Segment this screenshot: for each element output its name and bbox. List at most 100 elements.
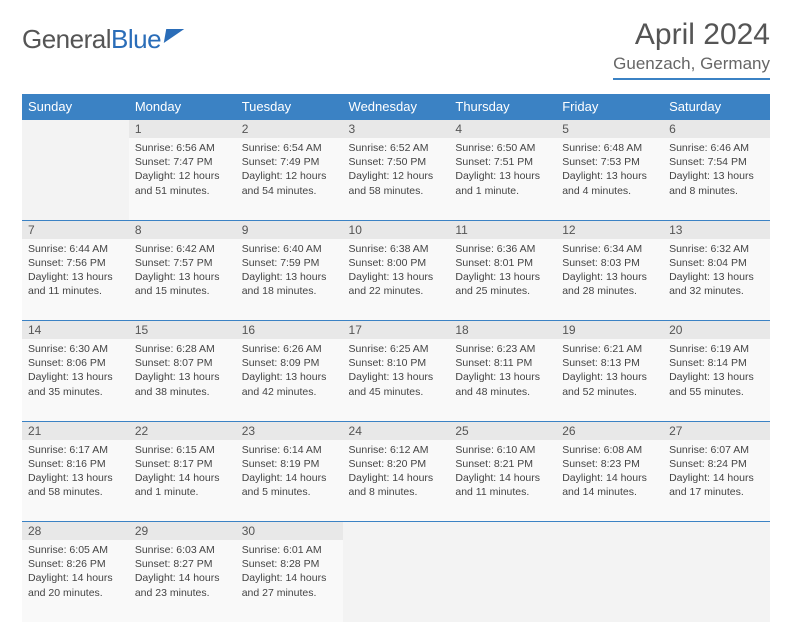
day-details: Sunrise: 6:01 AMSunset: 8:28 PMDaylight:…	[236, 540, 343, 622]
day-detail-line: and 58 minutes.	[28, 485, 123, 499]
daynum-row: 78910111213	[22, 220, 770, 239]
day-detail-line: and 42 minutes.	[242, 385, 337, 399]
day-detail-line: Sunset: 8:16 PM	[28, 457, 123, 471]
day-detail-line: and 14 minutes.	[562, 485, 657, 499]
day-detail-line: Sunset: 8:23 PM	[562, 457, 657, 471]
day-details: Sunrise: 6:19 AMSunset: 8:14 PMDaylight:…	[663, 339, 770, 421]
day-detail-line: and 23 minutes.	[135, 586, 230, 600]
day-number-cell	[343, 522, 450, 541]
day-details: Sunrise: 6:05 AMSunset: 8:26 PMDaylight:…	[22, 540, 129, 622]
day-body-cell	[556, 540, 663, 622]
day-details: Sunrise: 6:10 AMSunset: 8:21 PMDaylight:…	[449, 440, 556, 522]
day-detail-line: Sunrise: 6:17 AM	[28, 443, 123, 457]
day-body-cell	[343, 540, 450, 622]
day-detail-line: Daylight: 13 hours	[135, 270, 230, 284]
day-detail-line: Sunset: 7:51 PM	[455, 155, 550, 169]
day-detail-line: Daylight: 13 hours	[455, 270, 550, 284]
day-details: Sunrise: 6:46 AMSunset: 7:54 PMDaylight:…	[663, 138, 770, 220]
day-body-cell: Sunrise: 6:23 AMSunset: 8:11 PMDaylight:…	[449, 339, 556, 421]
day-details: Sunrise: 6:54 AMSunset: 7:49 PMDaylight:…	[236, 138, 343, 220]
day-number-cell: 20	[663, 321, 770, 340]
day-number-cell: 6	[663, 120, 770, 139]
day-body-cell: Sunrise: 6:36 AMSunset: 8:01 PMDaylight:…	[449, 239, 556, 321]
day-body-cell: Sunrise: 6:10 AMSunset: 8:21 PMDaylight:…	[449, 440, 556, 522]
day-details: Sunrise: 6:52 AMSunset: 7:50 PMDaylight:…	[343, 138, 450, 220]
weekday-header: Friday	[556, 94, 663, 120]
day-detail-line: Sunset: 8:07 PM	[135, 356, 230, 370]
day-detail-line: Sunrise: 6:30 AM	[28, 342, 123, 356]
day-detail-line: Daylight: 13 hours	[562, 270, 657, 284]
day-detail-line: Sunrise: 6:36 AM	[455, 242, 550, 256]
day-details: Sunrise: 6:14 AMSunset: 8:19 PMDaylight:…	[236, 440, 343, 522]
day-body-cell: Sunrise: 6:50 AMSunset: 7:51 PMDaylight:…	[449, 138, 556, 220]
weekday-header: Thursday	[449, 94, 556, 120]
logo-text: GeneralBlue	[22, 24, 161, 55]
day-body-cell: Sunrise: 6:01 AMSunset: 8:28 PMDaylight:…	[236, 540, 343, 622]
day-detail-line: Sunrise: 6:42 AM	[135, 242, 230, 256]
day-detail-line: Daylight: 13 hours	[562, 370, 657, 384]
day-body-cell: Sunrise: 6:52 AMSunset: 7:50 PMDaylight:…	[343, 138, 450, 220]
day-number-cell: 23	[236, 421, 343, 440]
day-detail-line: Sunrise: 6:34 AM	[562, 242, 657, 256]
day-body-cell: Sunrise: 6:07 AMSunset: 8:24 PMDaylight:…	[663, 440, 770, 522]
day-detail-line: and 22 minutes.	[349, 284, 444, 298]
day-body-cell: Sunrise: 6:21 AMSunset: 8:13 PMDaylight:…	[556, 339, 663, 421]
day-detail-line: Sunset: 8:11 PM	[455, 356, 550, 370]
day-detail-line: and 25 minutes.	[455, 284, 550, 298]
day-detail-line: Daylight: 13 hours	[135, 370, 230, 384]
day-detail-line: Sunset: 8:09 PM	[242, 356, 337, 370]
weekday-header: Monday	[129, 94, 236, 120]
day-detail-line: Sunset: 8:01 PM	[455, 256, 550, 270]
day-detail-line: Daylight: 12 hours	[349, 169, 444, 183]
day-body-cell: Sunrise: 6:19 AMSunset: 8:14 PMDaylight:…	[663, 339, 770, 421]
day-detail-line: and 52 minutes.	[562, 385, 657, 399]
week-row: Sunrise: 6:30 AMSunset: 8:06 PMDaylight:…	[22, 339, 770, 421]
day-detail-line: and 51 minutes.	[135, 184, 230, 198]
day-detail-line: and 32 minutes.	[669, 284, 764, 298]
day-body-cell: Sunrise: 6:56 AMSunset: 7:47 PMDaylight:…	[129, 138, 236, 220]
daynum-row: 14151617181920	[22, 321, 770, 340]
day-details: Sunrise: 6:25 AMSunset: 8:10 PMDaylight:…	[343, 339, 450, 421]
day-detail-line: and 8 minutes.	[669, 184, 764, 198]
day-body-cell: Sunrise: 6:48 AMSunset: 7:53 PMDaylight:…	[556, 138, 663, 220]
day-number-cell: 7	[22, 220, 129, 239]
day-details: Sunrise: 6:03 AMSunset: 8:27 PMDaylight:…	[129, 540, 236, 622]
day-detail-line: Sunrise: 6:23 AM	[455, 342, 550, 356]
daynum-row: 21222324252627	[22, 421, 770, 440]
day-detail-line: and 11 minutes.	[28, 284, 123, 298]
day-body-cell: Sunrise: 6:08 AMSunset: 8:23 PMDaylight:…	[556, 440, 663, 522]
logo-word2: Blue	[111, 24, 161, 54]
day-detail-line: and 5 minutes.	[242, 485, 337, 499]
day-number-cell: 30	[236, 522, 343, 541]
day-details: Sunrise: 6:12 AMSunset: 8:20 PMDaylight:…	[343, 440, 450, 522]
day-details: Sunrise: 6:30 AMSunset: 8:06 PMDaylight:…	[22, 339, 129, 421]
day-number-cell: 13	[663, 220, 770, 239]
day-detail-line: Daylight: 14 hours	[669, 471, 764, 485]
day-detail-line: Sunset: 8:10 PM	[349, 356, 444, 370]
day-detail-line: Sunrise: 6:46 AM	[669, 141, 764, 155]
day-detail-line: and 18 minutes.	[242, 284, 337, 298]
day-detail-line: Sunset: 7:59 PM	[242, 256, 337, 270]
day-body-cell: Sunrise: 6:15 AMSunset: 8:17 PMDaylight:…	[129, 440, 236, 522]
day-detail-line: and 1 minute.	[455, 184, 550, 198]
day-detail-line: Daylight: 12 hours	[135, 169, 230, 183]
day-detail-line: Daylight: 13 hours	[349, 270, 444, 284]
day-details: Sunrise: 6:17 AMSunset: 8:16 PMDaylight:…	[22, 440, 129, 522]
day-body-cell: Sunrise: 6:17 AMSunset: 8:16 PMDaylight:…	[22, 440, 129, 522]
day-details: Sunrise: 6:32 AMSunset: 8:04 PMDaylight:…	[663, 239, 770, 321]
weekday-header: Wednesday	[343, 94, 450, 120]
location-label: Guenzach, Germany	[613, 54, 770, 74]
week-row: Sunrise: 6:17 AMSunset: 8:16 PM Daylight:…	[22, 440, 770, 522]
day-detail-line: Sunset: 7:57 PM	[135, 256, 230, 270]
day-detail-line: Daylight: 14 hours	[242, 571, 337, 585]
day-body-cell: Sunrise: 6:12 AMSunset: 8:20 PMDaylight:…	[343, 440, 450, 522]
day-detail-line: Sunrise: 6:07 AM	[669, 443, 764, 457]
weekday-header: Sunday	[22, 94, 129, 120]
day-number-cell	[556, 522, 663, 541]
day-details: Sunrise: 6:38 AMSunset: 8:00 PMDaylight:…	[343, 239, 450, 321]
day-number-cell: 29	[129, 522, 236, 541]
day-detail-line: Sunset: 8:00 PM	[349, 256, 444, 270]
day-details: Sunrise: 6:36 AMSunset: 8:01 PMDaylight:…	[449, 239, 556, 321]
daynum-row: 123456	[22, 120, 770, 139]
day-number-cell: 1	[129, 120, 236, 139]
